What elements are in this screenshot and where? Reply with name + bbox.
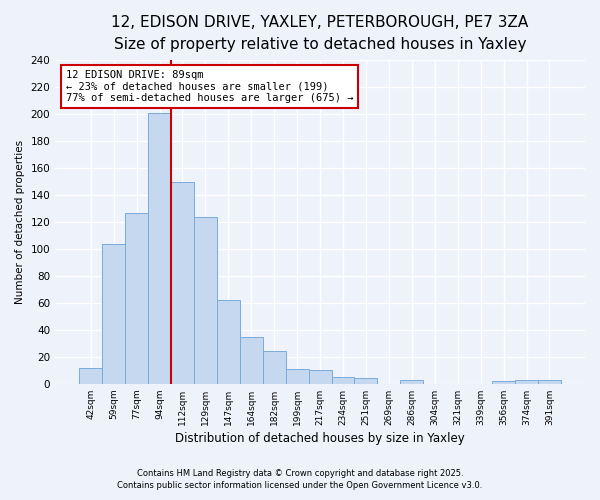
Bar bbox=[194, 216, 217, 384]
Title: 12, EDISON DRIVE, YAXLEY, PETERBOROUGH, PE7 3ZA
Size of property relative to det: 12, EDISON DRIVE, YAXLEY, PETERBOROUGH, … bbox=[112, 15, 529, 52]
Bar bbox=[492, 381, 515, 384]
Bar bbox=[240, 336, 263, 384]
Text: 12 EDISON DRIVE: 89sqm
← 23% of detached houses are smaller (199)
77% of semi-de: 12 EDISON DRIVE: 89sqm ← 23% of detached… bbox=[66, 70, 353, 103]
Bar bbox=[538, 380, 561, 384]
Bar bbox=[286, 369, 308, 384]
Y-axis label: Number of detached properties: Number of detached properties bbox=[15, 140, 25, 304]
Bar bbox=[263, 352, 286, 384]
Bar bbox=[125, 212, 148, 384]
Bar bbox=[515, 380, 538, 384]
X-axis label: Distribution of detached houses by size in Yaxley: Distribution of detached houses by size … bbox=[175, 432, 465, 445]
Bar bbox=[308, 370, 332, 384]
Bar bbox=[400, 380, 423, 384]
Bar bbox=[332, 377, 355, 384]
Bar bbox=[79, 368, 102, 384]
Bar bbox=[148, 113, 171, 384]
Bar bbox=[171, 182, 194, 384]
Bar bbox=[355, 378, 377, 384]
Bar bbox=[102, 244, 125, 384]
Bar bbox=[217, 300, 240, 384]
Text: Contains HM Land Registry data © Crown copyright and database right 2025.
Contai: Contains HM Land Registry data © Crown c… bbox=[118, 468, 482, 490]
